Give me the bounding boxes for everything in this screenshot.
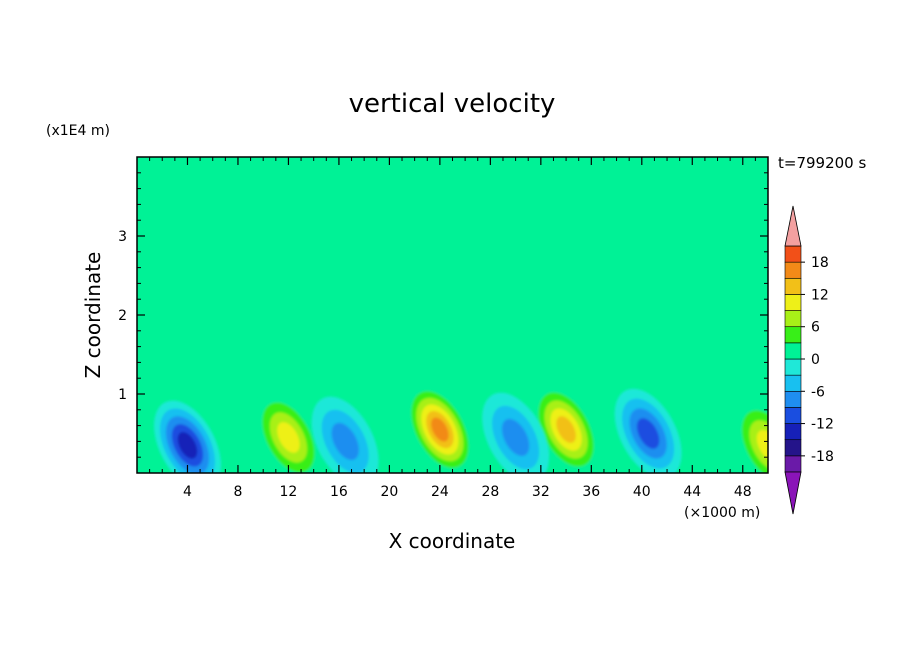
feature-cell-6 xyxy=(614,388,682,473)
heatmap-field xyxy=(137,157,768,473)
x-tick-label: 36 xyxy=(582,484,600,500)
colorbar-tick-label: -12 xyxy=(811,417,834,433)
colorbar-tick-label: -18 xyxy=(811,449,834,465)
x-axis-label: X coordinate xyxy=(389,529,516,553)
feature-cell-5 xyxy=(482,392,550,473)
contour-band xyxy=(756,430,768,461)
colorbar-under-arrow xyxy=(784,471,802,515)
x-tick-label: 4 xyxy=(183,484,192,500)
feature-cell-4 xyxy=(311,396,379,473)
colorbar-band xyxy=(784,342,802,360)
colorbar-tick-label: -6 xyxy=(811,384,825,400)
contour-band xyxy=(556,416,576,443)
colorbar-band xyxy=(784,455,802,473)
colorbar-tick-label: 18 xyxy=(811,255,829,271)
x-tick-label: 44 xyxy=(683,484,701,500)
colorbar-band xyxy=(784,423,802,441)
colorbar-tick-label: 0 xyxy=(811,352,820,368)
x-tick-label: 20 xyxy=(380,484,398,500)
feature-cell-2 xyxy=(255,392,322,473)
y-tick-label: 3 xyxy=(118,229,127,245)
y-axis-label: Z coordinate xyxy=(81,252,105,379)
x-tick-label: 12 xyxy=(280,484,298,500)
feature-cell-0 xyxy=(406,384,474,473)
x-tick-label: 24 xyxy=(431,484,449,500)
colorbar-band xyxy=(784,310,802,328)
chart-title: vertical velocity xyxy=(349,89,556,119)
colorbar: 18 12 6 0 -6 -12 -18 xyxy=(784,205,834,515)
colorbar-band xyxy=(784,261,802,279)
contour-band xyxy=(277,422,300,453)
x-units-label: (×1000 m) xyxy=(684,505,760,521)
colorbar-band xyxy=(784,439,802,457)
y-axis-ticks: 1 2 3 xyxy=(118,172,768,458)
feature-cell-1 xyxy=(532,384,600,473)
y-units-label: (x1E4 m) xyxy=(46,123,110,139)
contour-band xyxy=(501,418,530,457)
y-tick-label: 2 xyxy=(118,308,127,324)
colorbar-band xyxy=(784,374,802,392)
colorbar-band xyxy=(784,358,802,376)
feature-cell-3 xyxy=(154,400,221,473)
colorbar-band xyxy=(784,277,802,295)
x-tick-label: 8 xyxy=(233,484,242,500)
x-tick-label: 16 xyxy=(330,484,348,500)
y-tick-label: 1 xyxy=(118,387,127,403)
colorbar-tick-label: 6 xyxy=(811,320,820,336)
time-label: t=799200 s xyxy=(778,154,866,172)
x-tick-label: 28 xyxy=(481,484,499,500)
x-tick-label: 48 xyxy=(734,484,752,500)
colorbar-band xyxy=(784,390,802,408)
contour-band xyxy=(431,417,449,442)
contour-band xyxy=(331,422,359,460)
contour-band xyxy=(636,418,660,449)
x-tick-label: 32 xyxy=(532,484,550,500)
colorbar-tick-label: 12 xyxy=(811,287,829,303)
x-tick-label: 40 xyxy=(633,484,651,500)
colorbar-band xyxy=(784,245,802,263)
x-axis-ticks: 4 8 12 16 20 24 28 32 36 40 44 48 xyxy=(149,157,756,500)
contour-band xyxy=(177,432,198,459)
colorbar-over-arrow xyxy=(784,205,802,247)
colorbar-band xyxy=(784,407,802,424)
colorbar-band xyxy=(784,326,802,344)
colorbar-band xyxy=(784,294,802,311)
